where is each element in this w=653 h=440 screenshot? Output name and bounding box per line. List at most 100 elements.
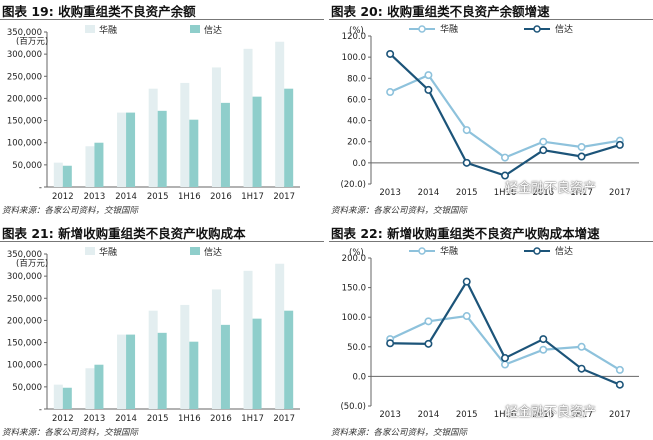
point-xinda — [424, 339, 433, 348]
x-tick-label: 2013 — [379, 410, 401, 420]
x-tick-label: 2016 — [210, 414, 232, 424]
bar-huarong — [85, 146, 95, 187]
x-tick-label: 1H17 — [570, 410, 593, 420]
legend-swatch — [85, 247, 95, 255]
bar-xinda — [220, 324, 230, 409]
point-huarong — [577, 342, 586, 351]
y-tick-label: 120.0 — [342, 32, 366, 42]
bar-xinda — [220, 102, 230, 187]
x-tick-label: 2015 — [456, 188, 478, 198]
y-tick-label: 60.0 — [347, 95, 366, 105]
bar-huarong — [275, 263, 285, 409]
bar-xinda — [126, 112, 136, 187]
y-tick-label: 200,000 — [7, 94, 42, 104]
y-tick-label: 250,000 — [7, 72, 42, 82]
bar-xinda — [62, 165, 72, 187]
y-tick-label: 0.0 — [352, 159, 366, 169]
x-tick-label: 2014 — [115, 414, 137, 424]
legend-label: 信达 — [555, 23, 573, 35]
legend-label: 华融 — [99, 24, 117, 36]
source-note: 资料来源：各家公司资料，交银国际 — [331, 206, 468, 216]
y-tick-label: 100.0 — [342, 53, 366, 63]
y-tick-label: - — [39, 183, 42, 193]
point-xinda — [501, 171, 510, 180]
chart-title: 图表 19: 收购重组类不良资产余额 — [2, 4, 196, 19]
panel-19: 图表 19: 收购重组类不良资产余额 - 50,000 100,000 150,000… — [0, 0, 324, 216]
source-note: 资料来源：各家公司资料，交银国际 — [2, 206, 139, 216]
legend-label: 信达 — [204, 24, 222, 36]
bar-xinda — [62, 387, 72, 409]
bar-huarong — [53, 384, 63, 409]
legend-swatch — [85, 25, 95, 33]
y-tick-label: 200.0 — [342, 254, 366, 264]
x-tick-label: 2013 — [379, 188, 401, 198]
x-tick-label: 2017 — [273, 192, 295, 202]
y-tick-label: 100,000 — [7, 361, 42, 371]
unit-label: (%) — [349, 248, 364, 258]
bar-xinda — [189, 341, 199, 409]
point-xinda — [577, 152, 586, 161]
legend-marker — [533, 25, 541, 33]
point-huarong — [539, 137, 548, 146]
y-tick-label: 50,000 — [12, 383, 42, 393]
bar-huarong — [117, 334, 127, 409]
bar-huarong — [211, 289, 221, 409]
x-tick-label: 1H16 — [178, 414, 201, 424]
balance-bar-chart: - 50,000 100,000 150,000 200,000 250,000 300,0… — [7, 24, 300, 202]
point-xinda — [462, 158, 471, 167]
title-divider — [329, 241, 653, 242]
title-divider — [329, 19, 653, 20]
point-huarong — [424, 71, 433, 80]
chart-title: 图表 20: 收购重组类不良资产余额增速 — [331, 4, 550, 19]
x-tick-label: 1H17 — [570, 188, 593, 198]
x-tick-label: 2014 — [418, 410, 440, 420]
bar-xinda — [94, 142, 104, 187]
point-xinda — [615, 380, 624, 389]
y-tick-label: 350,000 — [7, 250, 42, 260]
legend-label: 华融 — [99, 246, 117, 258]
x-tick-label: 2017 — [609, 410, 631, 420]
watermark: 轻金融不良资产 — [505, 181, 597, 196]
point-xinda — [615, 140, 624, 149]
title-divider — [0, 241, 324, 242]
legend-label: 信达 — [555, 245, 573, 257]
y-tick-label: (20.0) — [340, 180, 366, 190]
x-tick-label: 1H16 — [178, 192, 201, 202]
y-tick-label: 200,000 — [7, 316, 42, 326]
point-huarong — [615, 365, 624, 374]
y-tick-label: 50,000 — [12, 161, 42, 171]
panel-20: 图表 20: 收购重组类不良资产余额增速 (20.0) 0.0 20.0 40.0 60… — [329, 0, 653, 216]
y-tick-label: 100,000 — [7, 139, 42, 149]
point-xinda — [386, 49, 395, 58]
title-divider — [0, 19, 324, 20]
bar-huarong — [148, 310, 158, 409]
bar-xinda — [126, 334, 136, 409]
y-tick-label: 150,000 — [7, 339, 42, 349]
legend-marker — [533, 247, 541, 255]
y-tick-label: 80.0 — [347, 74, 366, 84]
bar-xinda — [157, 110, 167, 187]
bar-huarong — [211, 67, 221, 187]
point-xinda — [539, 335, 548, 344]
y-tick-label: 100.0 — [342, 313, 366, 323]
y-tick-label: 40.0 — [347, 117, 366, 127]
source-note: 资料来源：各家公司资料，交银国际 — [331, 428, 468, 438]
new-cost-growth-line-chart: (50.0) 0.0 50.0 100.0 150.0 200.0(%) 2013 2014 2… — [340, 245, 639, 420]
bar-huarong — [243, 48, 253, 188]
point-xinda — [501, 354, 510, 363]
point-xinda — [386, 339, 395, 348]
y-tick-label: 250,000 — [7, 294, 42, 304]
y-tick-label: 300,000 — [7, 50, 42, 60]
point-huarong — [386, 88, 395, 97]
bar-huarong — [180, 82, 190, 187]
point-huarong — [501, 153, 510, 162]
bar-xinda — [252, 96, 262, 187]
point-xinda — [424, 85, 433, 94]
x-tick-label: 1H17 — [241, 192, 264, 202]
bar-huarong — [53, 162, 63, 187]
legend-label: 华融 — [440, 245, 458, 257]
bar-huarong — [117, 112, 127, 187]
legend-label: 信达 — [204, 246, 222, 258]
unit-label: (百万元) — [16, 259, 48, 269]
unit-label: (%) — [349, 26, 364, 36]
